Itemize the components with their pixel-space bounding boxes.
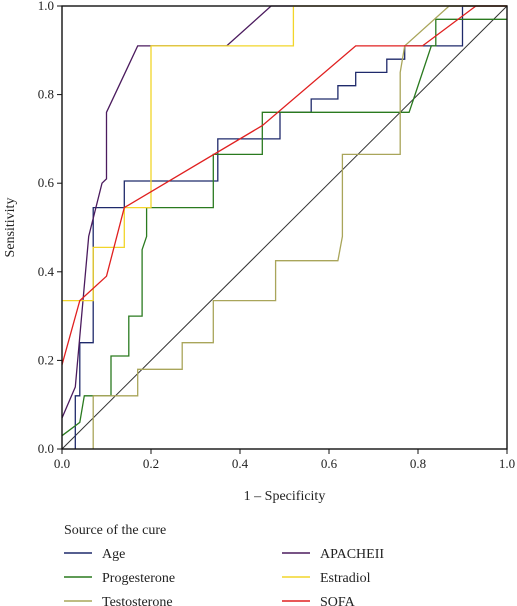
x-tick-label: 0.2 [143,456,159,471]
legend-label-testosterone: Testosterone [102,595,173,606]
legend-label-apacheii: APACHEII [320,547,384,562]
y-axis-label: Sensitivity [3,198,18,258]
axes: 0.00.0 0.2 0.2 0.4 0.4 0.6 0.6 0.8 0.8 1.0 1.0 [38,0,515,471]
legend-title: Source of the cure [64,523,166,538]
series-line-apacheii [61,5,507,419]
series-line-testosterone [92,5,507,449]
x-tick-label: 0.4 [232,456,249,471]
x-tick-label: 1.0 [499,456,515,471]
x-axis-label: 1 – Specificity [244,489,326,504]
legend: Source of the cure Age APACHEII Progestero… [64,523,384,606]
y-tick-label: 1.0 [38,0,54,13]
x-tick-label: 0.8 [410,456,426,471]
plot-frame [61,5,508,450]
y-tick-label: 0.0 [38,441,54,456]
legend-label-sofa: SOFA [320,595,356,606]
reference-diagonal [61,5,508,450]
y-tick-label: 0.6 [38,175,55,190]
x-tick-label: 0.6 [321,456,338,471]
series-line-age [74,5,507,449]
series-line-estradiol [62,5,507,302]
y-tick-label: 0.8 [38,87,54,102]
legend-label-progesterone: Progesterone [102,571,175,586]
x-tick-label: 0.0 [54,456,70,471]
plot-area [61,5,508,450]
legend-label-age: Age [102,547,125,562]
legend-label-estradiol: Estradiol [320,571,371,586]
y-tick-label: 0.2 [38,352,54,367]
series-line-sofa [61,5,507,365]
y-tick-label: 0.4 [38,264,55,279]
